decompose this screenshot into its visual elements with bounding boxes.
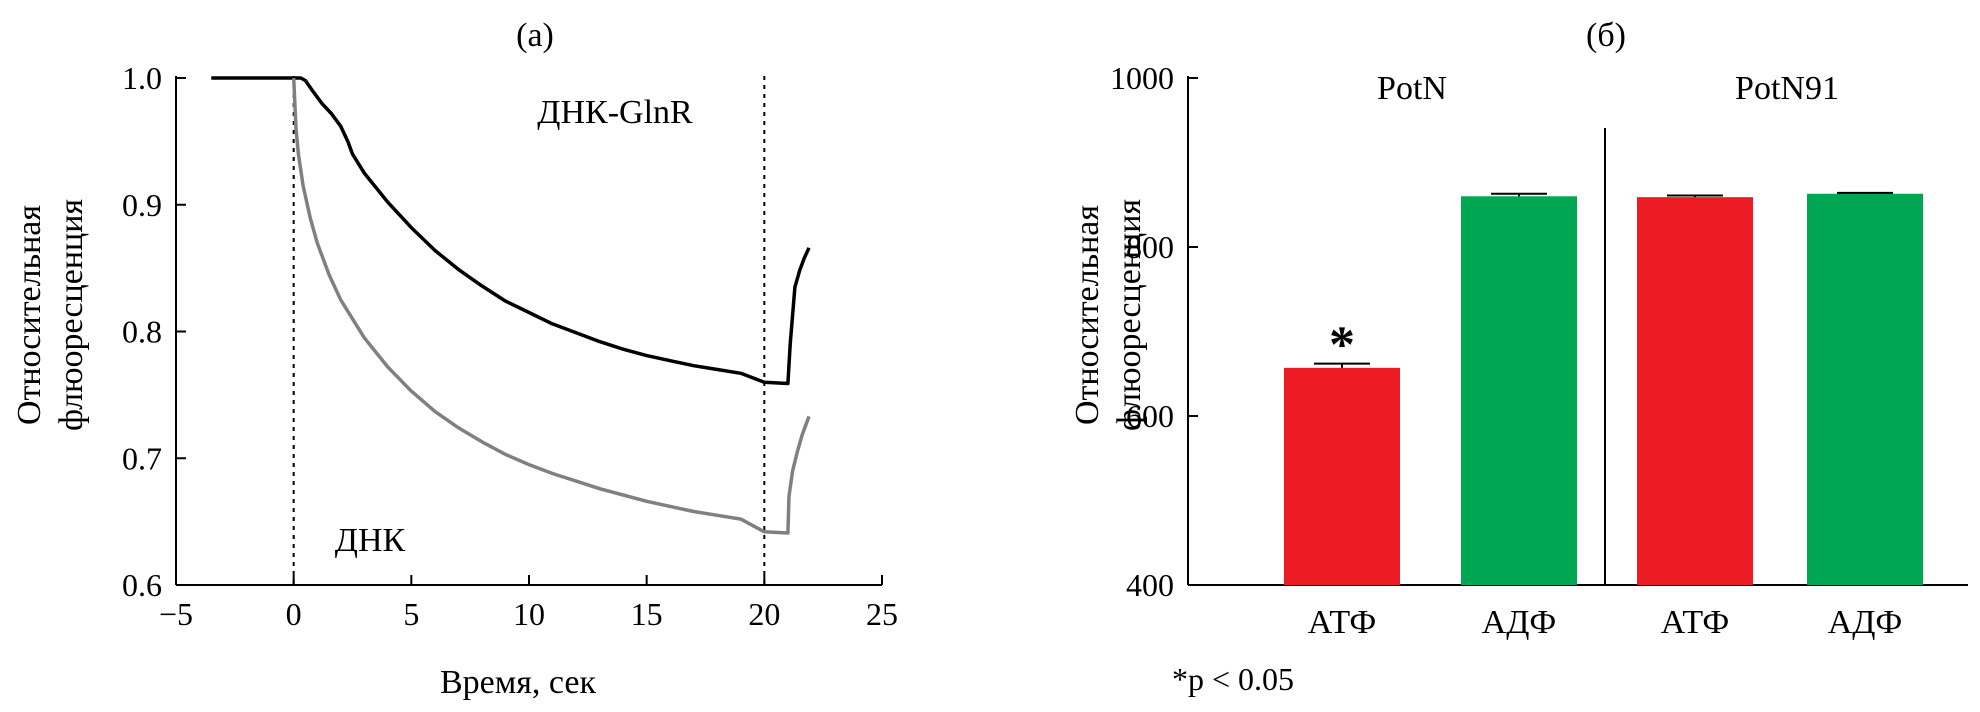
series-line-dna-glnr <box>211 76 811 386</box>
panel-b-label: (б) <box>1586 17 1626 54</box>
panel-a-label: (а) <box>516 17 554 54</box>
y-tick-label: 800 <box>1126 229 1174 265</box>
bar-chart-panel-b: (б) Относительная флюоресценция PotN Pot… <box>1069 17 1968 697</box>
bar <box>1284 367 1400 585</box>
group-label-potn: PotN <box>1377 70 1447 107</box>
footnote: *p < 0.05 <box>1172 661 1294 697</box>
panel-b-ylabel-line2: флюоресценция <box>1111 199 1148 431</box>
x-tick-label: 10 <box>513 596 545 632</box>
panel-a-xlabel: Время, сек <box>440 664 597 701</box>
y-tick-label: 0.6 <box>122 567 162 603</box>
x-tick-label: 5 <box>403 596 419 632</box>
panel-b-ylabel-line1: Относительная <box>1069 205 1106 425</box>
x-category-label: АДФ <box>1828 604 1903 641</box>
y-tick-label: 1000 <box>1110 60 1174 96</box>
x-tick-label: 15 <box>631 596 663 632</box>
y-tick-label: 600 <box>1126 398 1174 434</box>
y-tick-label: 0.8 <box>122 314 162 350</box>
x-category-label: АДФ <box>1482 604 1557 641</box>
annotation-dna-glnr: ДНК-GlnR <box>537 94 693 131</box>
panel-a-ylabel-line1: Относительная <box>11 205 48 425</box>
annotation-dna: ДНК <box>335 522 406 559</box>
bar <box>1461 196 1577 586</box>
x-category-label: АТФ <box>1308 604 1376 641</box>
x-category-label: АТФ <box>1661 604 1729 641</box>
bar <box>1637 197 1753 585</box>
bar <box>1807 193 1923 585</box>
x-tick-label: 25 <box>866 596 898 632</box>
series-line-dna <box>291 77 811 535</box>
y-tick-label: 0.7 <box>122 440 162 476</box>
significance-marker: * <box>1329 317 1355 374</box>
x-tick-label: −5 <box>159 596 193 632</box>
x-tick-label: 20 <box>748 596 780 632</box>
y-tick-label: 0.9 <box>122 187 162 223</box>
group-label-potn91: PotN91 <box>1735 70 1839 107</box>
y-tick-label: 400 <box>1126 567 1174 603</box>
panel-a-ylabel-line2: флюоресценция <box>53 199 90 431</box>
line-chart-panel-a: (а) Относительная флюоресценция Время, с… <box>11 17 898 701</box>
y-tick-label: 1.0 <box>122 60 162 96</box>
x-tick-label: 0 <box>286 596 302 632</box>
